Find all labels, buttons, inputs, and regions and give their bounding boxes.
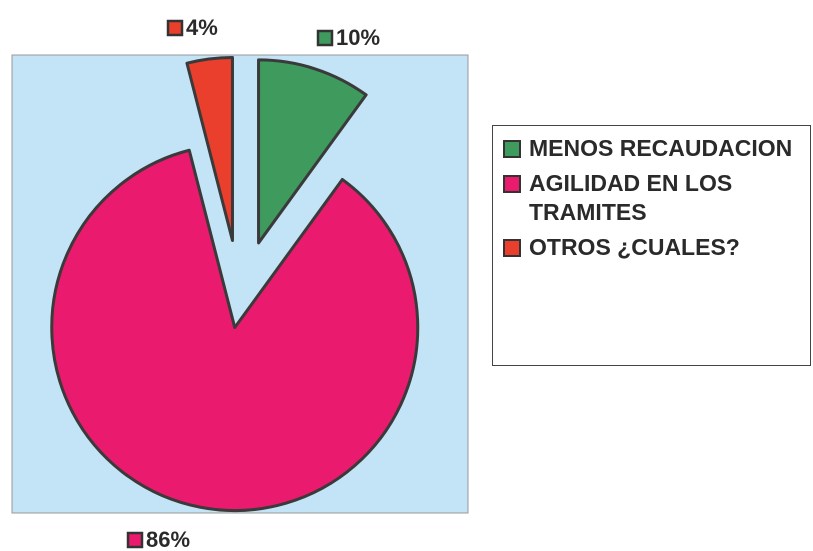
label-marker <box>166 19 184 37</box>
legend-label: OTROS ¿CUALES? <box>529 234 740 260</box>
pie-slice <box>185 55 234 242</box>
data-label: 4% <box>186 15 218 40</box>
data-label: 10% <box>336 25 380 50</box>
label-marker <box>316 29 334 47</box>
data-label: 86% <box>146 527 190 551</box>
legend-swatch <box>503 140 521 158</box>
legend-label: AGILIDAD EN LOS TRAMITES <box>529 170 733 225</box>
legend: MENOS RECAUDACION AGILIDAD EN LOS TRAMITE… <box>492 125 811 366</box>
pie-slice <box>50 148 420 513</box>
legend-entry: MENOS RECAUDACION <box>503 134 810 163</box>
legend-entry: AGILIDAD EN LOS TRAMITES <box>503 169 810 227</box>
legend-label: MENOS RECAUDACION <box>529 135 793 161</box>
legend-entry: OTROS ¿CUALES? <box>503 233 810 262</box>
legend-swatch <box>503 239 521 257</box>
pie-slice <box>257 58 368 245</box>
label-marker <box>126 531 144 549</box>
legend-swatch <box>503 175 521 193</box>
